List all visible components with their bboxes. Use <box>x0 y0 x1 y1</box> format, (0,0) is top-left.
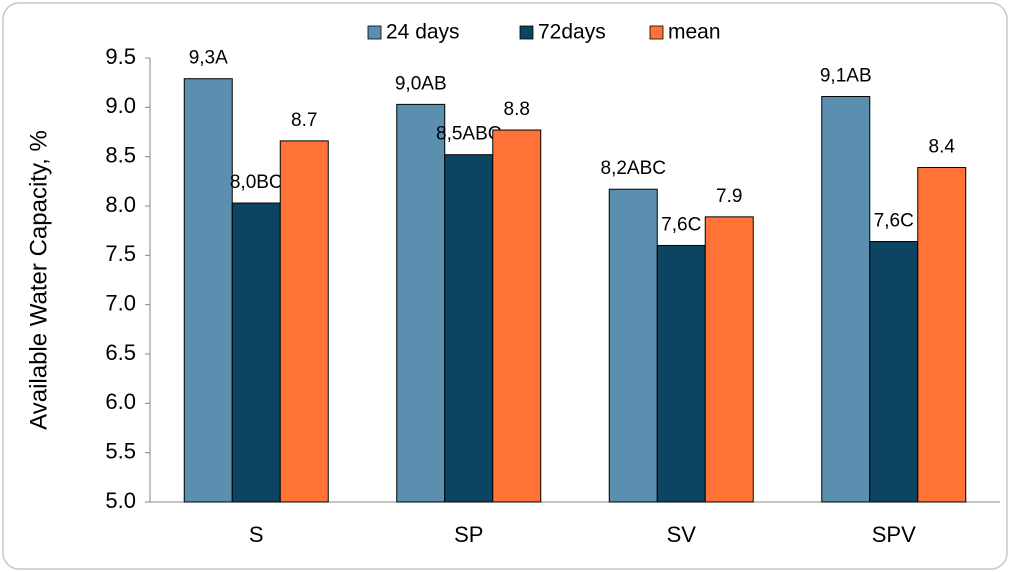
legend-swatch <box>367 25 382 40</box>
bar <box>444 154 494 503</box>
x-tick-label: SP <box>454 522 483 547</box>
bar <box>917 167 967 503</box>
x-tick-label: SPV <box>872 522 916 547</box>
data-label: 7,6C <box>874 211 914 232</box>
bar <box>279 140 329 503</box>
bar <box>492 129 542 503</box>
data-label: 8.8 <box>504 99 530 120</box>
y-tick-label: 7.0 <box>105 290 136 315</box>
bar <box>869 241 919 503</box>
bar <box>183 78 233 503</box>
data-label: 8,5ABC <box>436 124 501 145</box>
bar <box>231 202 281 503</box>
data-label: 9,0AB <box>395 73 447 94</box>
x-tick-label: S <box>249 522 264 547</box>
data-label: 9,1AB <box>820 65 872 86</box>
data-label: 8.7 <box>291 110 317 131</box>
bar <box>608 188 658 503</box>
data-label: 8.4 <box>929 137 956 158</box>
bar <box>396 103 446 503</box>
y-tick-label: 6.0 <box>105 389 136 414</box>
legend-label: mean <box>668 21 721 44</box>
y-tick-label: 5.5 <box>105 438 136 463</box>
legend-label: 72days <box>538 21 606 44</box>
y-tick-label: 8.5 <box>105 142 136 167</box>
legend-swatch <box>519 25 534 40</box>
legend-swatch <box>649 25 664 40</box>
y-tick-label: 7.5 <box>105 241 136 266</box>
data-label: 8,2ABC <box>601 158 666 179</box>
data-label: 9,3A <box>189 48 228 69</box>
y-tick-label: 8.0 <box>105 192 136 217</box>
bar <box>656 244 706 503</box>
x-tick-label: SV <box>667 522 697 547</box>
data-label: 8,0BC <box>230 172 283 193</box>
legend-label: 24 days <box>386 21 460 44</box>
bar <box>821 95 871 503</box>
data-label: 7.9 <box>716 186 742 207</box>
y-tick-label: 6.5 <box>105 340 136 365</box>
y-tick-label: 9.5 <box>105 44 136 69</box>
y-axis-title: Available Water Capacity, % <box>25 130 52 430</box>
y-tick-label: 9.0 <box>105 93 136 118</box>
data-label: 7,6C <box>661 214 701 235</box>
bar <box>704 216 754 503</box>
y-tick-label: 5.0 <box>105 488 136 513</box>
